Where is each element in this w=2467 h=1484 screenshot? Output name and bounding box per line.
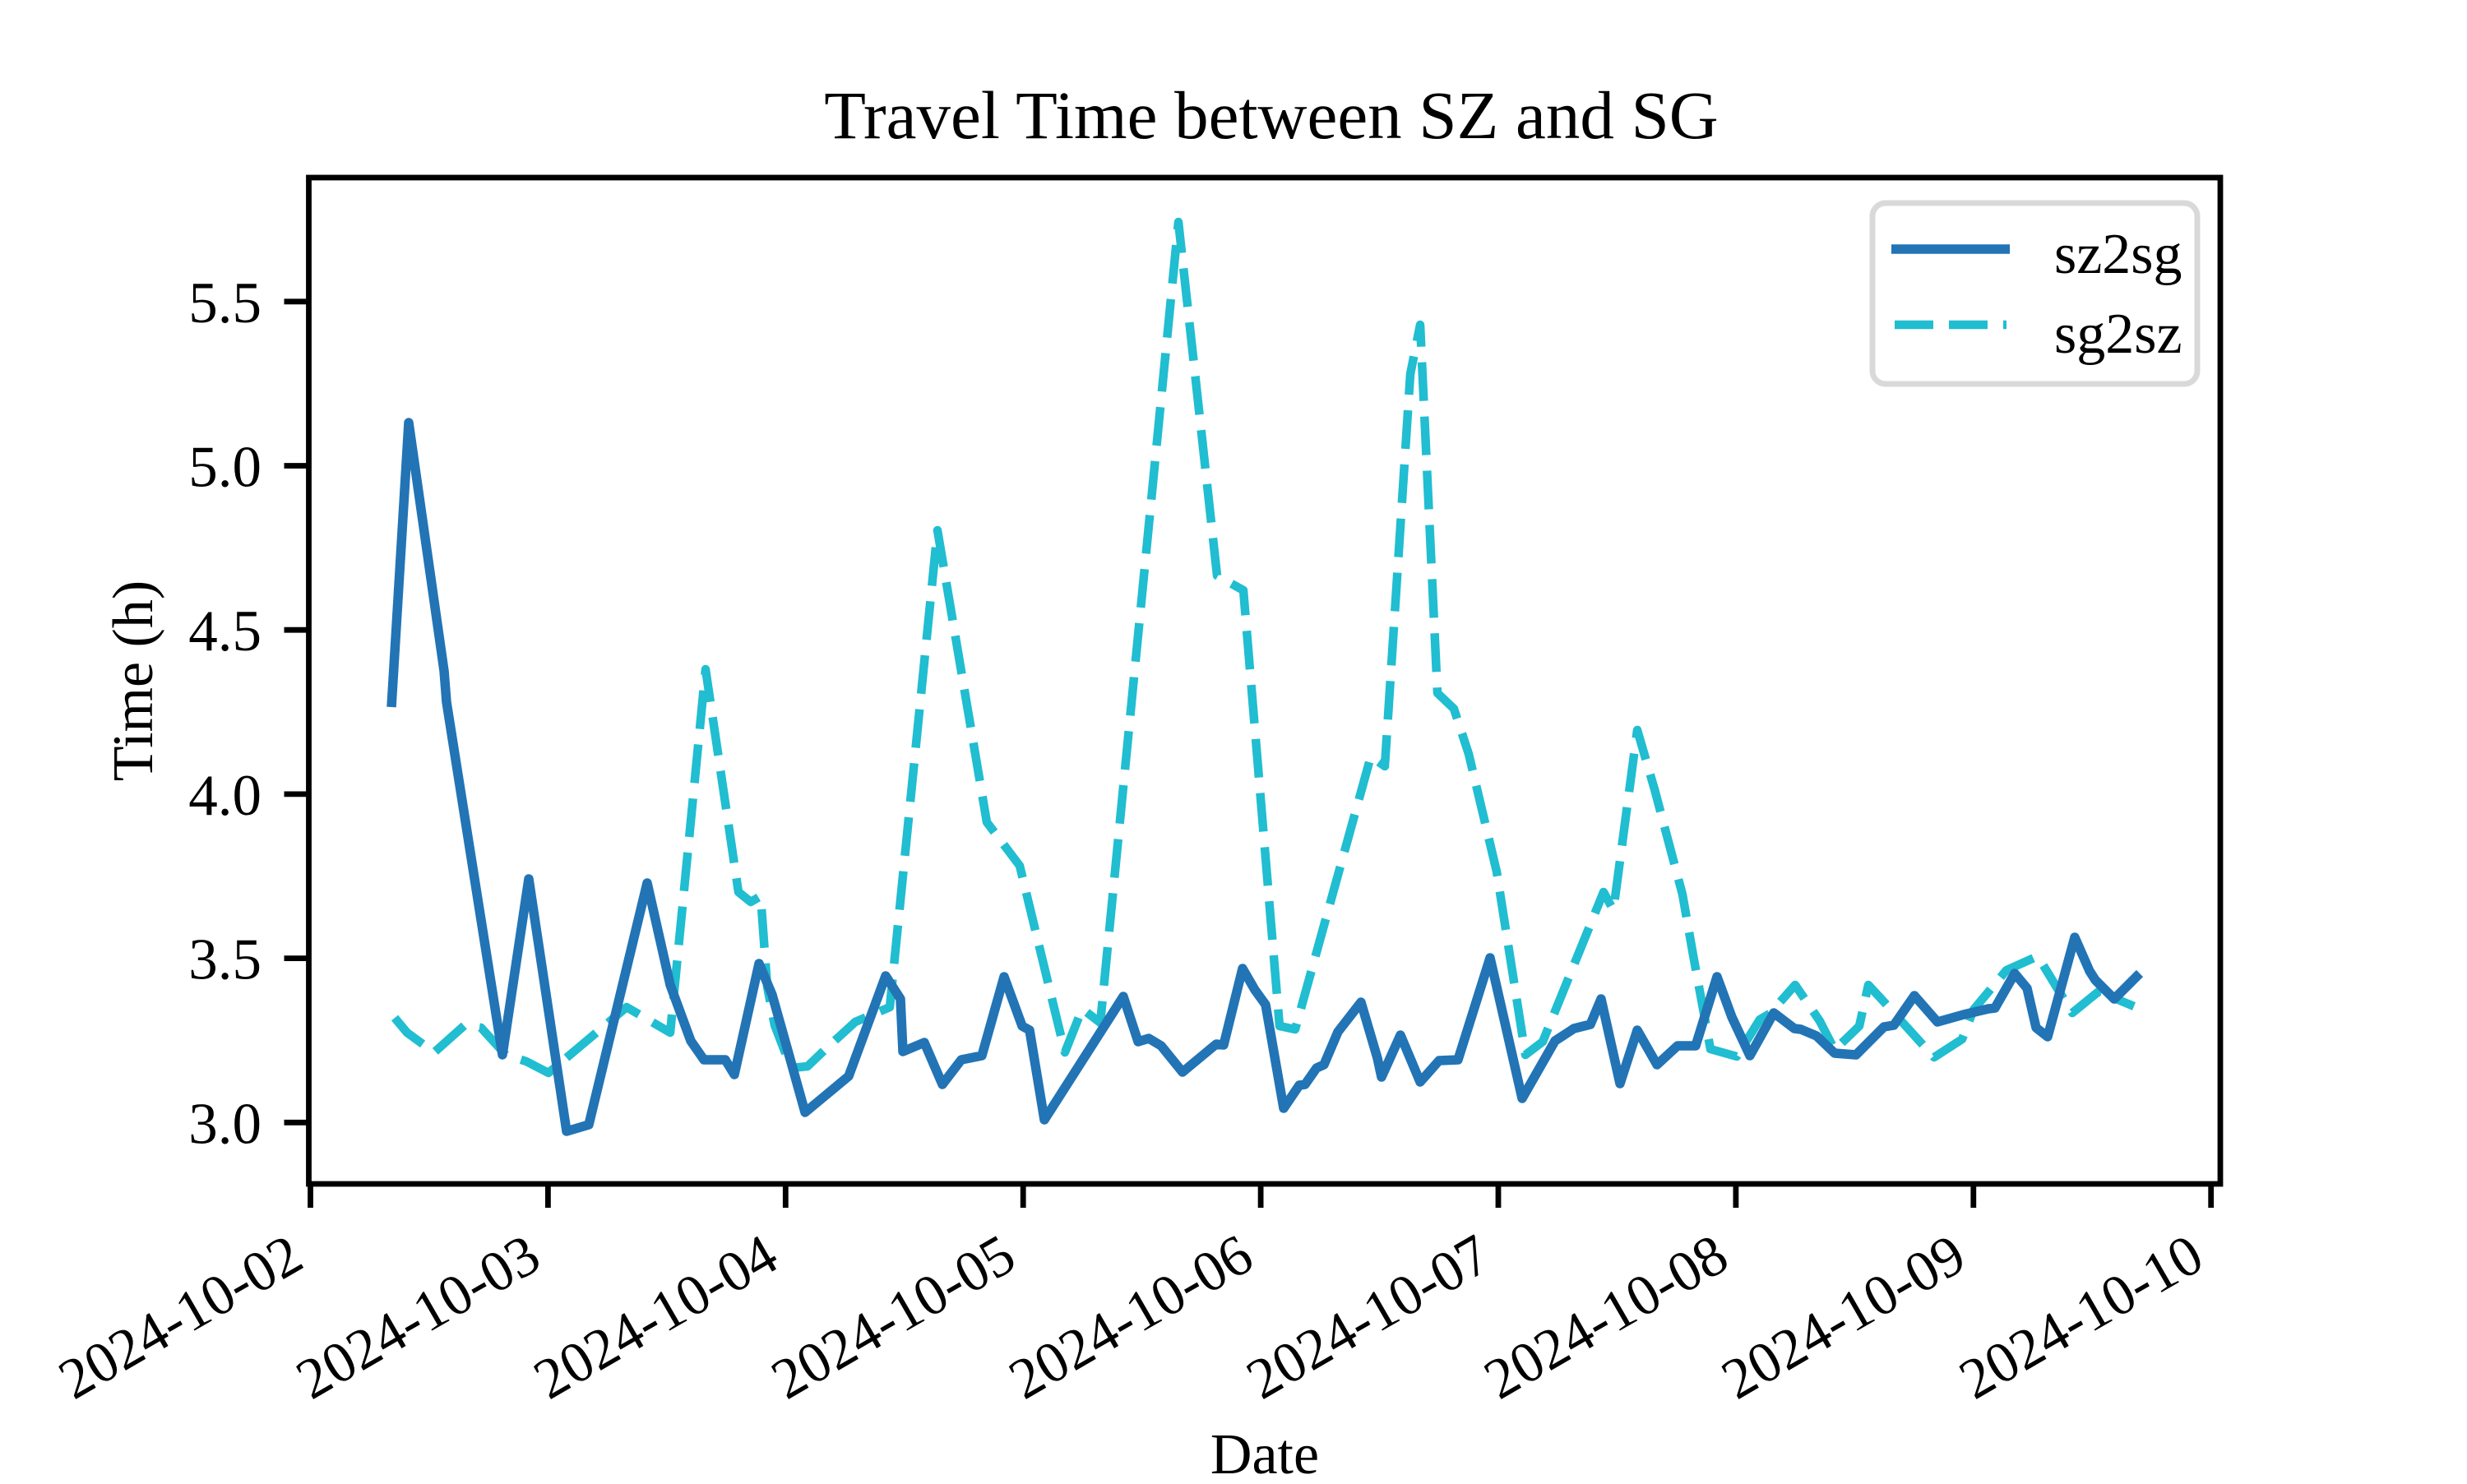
svg-text:5.5: 5.5 [188,271,262,335]
svg-text:3.5: 3.5 [188,928,262,992]
svg-text:4.5: 4.5 [188,599,262,663]
svg-text:sg2sz: sg2sz [2054,303,2182,366]
svg-text:Time (h): Time (h) [102,580,165,781]
svg-text:Date: Date [1210,1423,1319,1480]
svg-text:sz2sg: sz2sg [2054,223,2182,286]
svg-text:Travel Time between SZ and SG: Travel Time between SZ and SG [824,77,1718,153]
svg-text:4.0: 4.0 [188,764,262,828]
svg-text:3.0: 3.0 [188,1092,262,1156]
svg-text:5.0: 5.0 [188,436,262,500]
